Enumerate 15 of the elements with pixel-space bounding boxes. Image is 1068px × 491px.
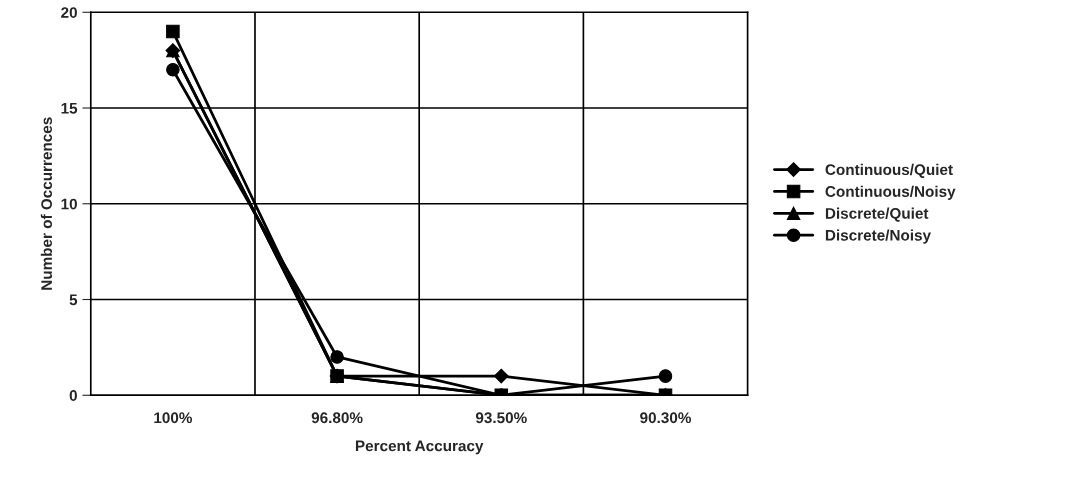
y-tick-label: 15 [61, 103, 78, 114]
legend-label: Continuous/Noisy [825, 185, 956, 200]
x-axis-title: Percent Accuracy [355, 440, 484, 455]
legend-label: Discrete/Quiet [825, 207, 929, 222]
legend-label: Discrete/Noisy [825, 229, 931, 244]
y-tick-label: 20 [61, 7, 77, 18]
x-tick-label: 100% [154, 412, 193, 424]
y-tick-label: 5 [69, 294, 78, 306]
x-tick-label: 93.50% [475, 412, 527, 424]
legend-label: Continuous/Quiet [825, 163, 953, 178]
y-axis-title: Number of Occurrences [40, 117, 53, 290]
x-tick-label: 90.30% [640, 412, 691, 424]
y-tick-label: 10 [61, 198, 77, 210]
y-tick-label: 0 [69, 390, 77, 401]
x-tick-label: 96.80% [311, 412, 363, 424]
